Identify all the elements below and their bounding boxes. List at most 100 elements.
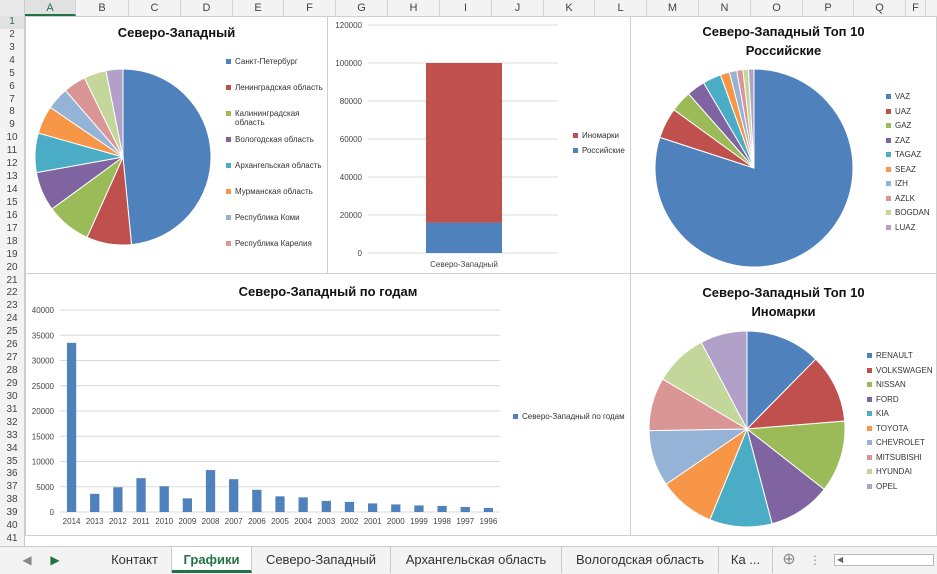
sheet-tab-more[interactable]: Ка ... xyxy=(719,547,773,573)
row-header-1[interactable]: 1 xyxy=(0,16,24,29)
column-header-c[interactable]: C xyxy=(129,0,181,16)
x-tick-label: 2007 xyxy=(225,517,243,526)
row-header-23[interactable]: 23 xyxy=(6,300,18,312)
row-header-20[interactable]: 20 xyxy=(6,261,18,273)
row-header-24[interactable]: 24 xyxy=(6,313,18,325)
row-header-9[interactable]: 9 xyxy=(9,119,15,131)
row-header-22[interactable]: 22 xyxy=(6,287,18,299)
row-header-28[interactable]: 28 xyxy=(6,365,18,377)
legend-item: Российские xyxy=(573,146,633,155)
row-header-2[interactable]: 2 xyxy=(9,28,15,40)
scroll-tabs-right-icon[interactable]: ▶ xyxy=(50,553,60,567)
sheet-tab-grafiki[interactable]: Графики xyxy=(172,547,252,573)
row-header-19[interactable]: 19 xyxy=(6,248,18,260)
column-header-f[interactable]: F xyxy=(906,0,926,16)
row-header-27[interactable]: 27 xyxy=(6,352,18,364)
row-header-25[interactable]: 25 xyxy=(6,326,18,338)
column-header-g[interactable]: G xyxy=(336,0,388,16)
pie-slice xyxy=(747,68,755,169)
row-header-16[interactable]: 16 xyxy=(6,209,18,221)
tab-options-icon[interactable]: ⋮ xyxy=(809,553,821,567)
row-header-26[interactable]: 26 xyxy=(6,339,18,351)
chart-stacked-bar[interactable]: 0 20000 40000 60000 80000 100000 120000 Северо-… xyxy=(327,16,631,274)
legend-swatch xyxy=(886,94,891,99)
chart-foreign-top10[interactable]: Северо-Западный Топ 10 Иномарки RENAULT V… xyxy=(630,273,937,536)
row-header-7[interactable]: 7 xyxy=(9,93,15,105)
row-header-5[interactable]: 5 xyxy=(9,67,15,79)
add-sheet-icon[interactable]: ⊕ xyxy=(782,551,796,568)
bar xyxy=(437,505,447,512)
column-header-e[interactable]: E xyxy=(233,0,284,16)
row-header-17[interactable]: 17 xyxy=(6,222,18,234)
column-header-b[interactable]: B xyxy=(76,0,129,16)
chart-years-bar[interactable]: Северо-Западный по годам 0 5000 10000 15000… xyxy=(25,273,631,536)
row-header-29[interactable]: 29 xyxy=(6,377,18,389)
column-header-o[interactable]: O xyxy=(751,0,803,16)
row-header-34[interactable]: 34 xyxy=(6,442,18,454)
chart-russian-top10[interactable]: Северо-Западный Топ 10 Российские VAZ UAZ… xyxy=(630,16,937,274)
row-header-6[interactable]: 6 xyxy=(9,80,15,92)
chart-regions-pie[interactable]: Северо-Западный Санкт-Петербург Ленинград… xyxy=(25,16,328,274)
sheet-tab-arkhangelsk[interactable]: Архангельская область xyxy=(391,547,562,573)
column-header-p[interactable]: P xyxy=(803,0,854,16)
column-header-q[interactable]: Q xyxy=(854,0,906,16)
legend-swatch xyxy=(886,152,891,157)
scroll-tabs-left-icon[interactable]: ◀ xyxy=(22,553,32,567)
column-header-a[interactable]: A xyxy=(25,0,76,16)
row-header-13[interactable]: 13 xyxy=(6,171,18,183)
sheet-tab-vologda[interactable]: Вологодская область xyxy=(562,547,719,573)
row-header-30[interactable]: 30 xyxy=(6,390,18,402)
row-header-10[interactable]: 10 xyxy=(6,132,18,144)
row-header-35[interactable]: 35 xyxy=(6,455,18,467)
sheet-tab-bar: ◀ ▶ Контакт Графики Северо-Западный Арха… xyxy=(0,546,937,574)
legend-item: Иномарки xyxy=(573,131,633,140)
column-header-m[interactable]: M xyxy=(647,0,699,16)
row-header-40[interactable]: 40 xyxy=(6,520,18,532)
sheet-tab-severo-zapadny[interactable]: Северо-Западный xyxy=(252,547,391,573)
row-header-32[interactable]: 32 xyxy=(6,416,18,428)
column-header-f[interactable]: F xyxy=(284,0,336,16)
legend-label: LUAZ xyxy=(895,222,916,232)
x-tick-label: 2014 xyxy=(63,517,81,526)
column-header-k[interactable]: K xyxy=(544,0,595,16)
row-header-39[interactable]: 39 xyxy=(6,507,18,519)
row-header-3[interactable]: 3 xyxy=(9,41,15,53)
pie-slice xyxy=(746,330,817,431)
select-all-corner[interactable] xyxy=(0,0,25,16)
row-header-8[interactable]: 8 xyxy=(9,106,15,118)
bar xyxy=(344,501,355,512)
column-header-h[interactable]: H xyxy=(388,0,440,16)
row-header-18[interactable]: 18 xyxy=(6,235,18,247)
row-header-36[interactable]: 36 xyxy=(6,468,18,480)
column-header-l[interactable]: L xyxy=(595,0,647,16)
row-header-31[interactable]: 31 xyxy=(6,403,18,415)
legend-label: UAZ xyxy=(895,106,911,116)
pie-slice xyxy=(122,68,212,246)
row-header-33[interactable]: 33 xyxy=(6,429,18,441)
column-header-d[interactable]: D xyxy=(181,0,233,16)
legend-item: Вологодская область xyxy=(226,135,326,161)
x-tick-label: 2013 xyxy=(86,517,104,526)
row-header-15[interactable]: 15 xyxy=(6,196,18,208)
bar-segment xyxy=(426,63,502,223)
row-header-41[interactable]: 41 xyxy=(6,533,18,545)
row-header-37[interactable]: 37 xyxy=(6,481,18,493)
row-header-11[interactable]: 11 xyxy=(6,145,18,157)
legend-swatch xyxy=(226,189,231,194)
x-tick-label: 2002 xyxy=(341,517,359,526)
x-tick-label: 2005 xyxy=(271,517,289,526)
column-header-i[interactable]: I xyxy=(440,0,492,16)
legend-item: Ленинградская область xyxy=(226,83,326,109)
scroll-left-icon[interactable]: ◀ xyxy=(837,555,844,564)
column-header-n[interactable]: N xyxy=(699,0,751,16)
row-header-12[interactable]: 12 xyxy=(6,158,18,170)
column-header-j[interactable]: J xyxy=(492,0,544,16)
row-header-21[interactable]: 21 xyxy=(6,274,18,286)
row-header-38[interactable]: 38 xyxy=(6,494,18,506)
legend-label: Калининградская область xyxy=(235,109,300,127)
row-header-4[interactable]: 4 xyxy=(9,54,15,66)
horizontal-scrollbar[interactable]: ◀ xyxy=(834,554,934,566)
sheet-tab-kontakt[interactable]: Контакт xyxy=(98,547,172,573)
worksheet-grid[interactable]: Северо-Западный Санкт-Петербург Ленинград… xyxy=(25,16,937,546)
row-header-14[interactable]: 14 xyxy=(6,184,18,196)
